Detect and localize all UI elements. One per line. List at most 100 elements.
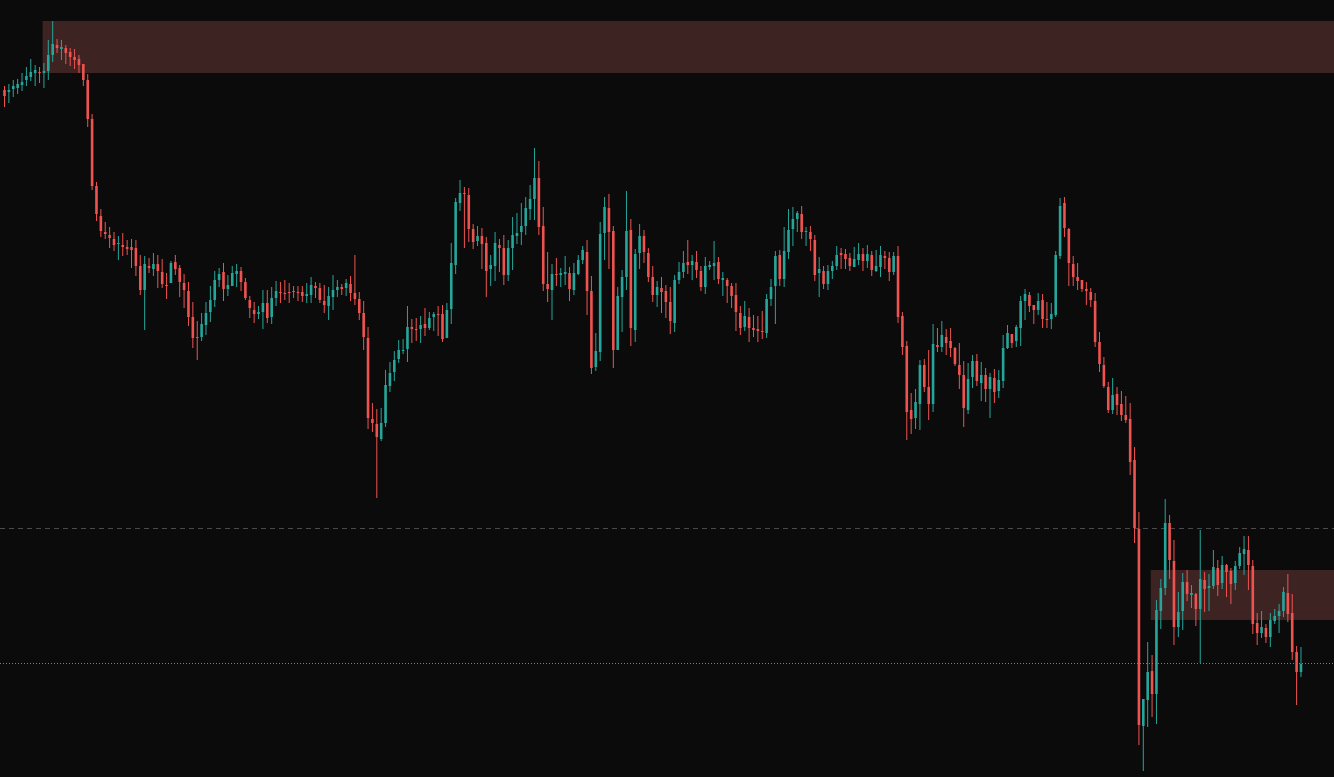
candle-body: [1172, 561, 1176, 627]
candle-body: [923, 365, 926, 387]
candle: [357, 292, 361, 320]
supply-zone-lower: [1150, 570, 1334, 620]
candles-layer: [3, 21, 1303, 771]
candle: [134, 240, 138, 276]
candle: [1146, 642, 1149, 727]
candle-body: [511, 235, 514, 248]
candle: [800, 206, 803, 239]
candle-body: [471, 229, 475, 242]
candle-body: [975, 361, 979, 381]
candle: [217, 268, 221, 287]
candle: [576, 255, 580, 275]
candle: [879, 246, 882, 277]
candle-body: [844, 254, 847, 259]
candle: [296, 286, 300, 301]
candle: [331, 275, 335, 310]
candle: [695, 251, 698, 278]
candle-body: [866, 254, 869, 261]
candle-body: [647, 253, 650, 277]
candle: [1264, 624, 1268, 643]
candle-body: [230, 273, 234, 286]
candle-body: [436, 314, 440, 315]
candle: [511, 217, 514, 270]
candle: [498, 239, 501, 272]
candle: [1067, 228, 1071, 286]
candle-body: [51, 44, 54, 55]
candle: [712, 241, 716, 280]
candle: [244, 278, 247, 300]
candle: [699, 266, 703, 291]
candle-body: [931, 344, 935, 404]
candle-body: [563, 272, 567, 274]
candle: [1190, 585, 1193, 608]
candle: [384, 370, 387, 427]
candle-body: [463, 193, 466, 194]
candle-body: [839, 253, 843, 255]
candle-body: [322, 301, 326, 305]
candle-body: [1080, 280, 1084, 289]
candle: [340, 284, 344, 295]
candle-body: [1128, 419, 1132, 462]
candle: [852, 247, 856, 267]
candle: [765, 294, 768, 338]
candle: [975, 354, 979, 386]
candle-body: [217, 274, 221, 280]
candle: [528, 185, 532, 220]
candle-body: [1212, 567, 1215, 586]
candle: [1032, 305, 1036, 324]
candle-body: [287, 292, 291, 293]
candle: [787, 209, 790, 259]
candle-body: [704, 266, 707, 287]
candle: [454, 198, 457, 274]
candle: [371, 403, 374, 432]
candle-body: [822, 271, 825, 284]
candle-body: [546, 284, 549, 289]
candle: [1120, 391, 1123, 421]
candle-body: [559, 273, 563, 275]
candle: [752, 315, 755, 337]
candle-body: [165, 285, 168, 286]
candle: [375, 409, 379, 498]
candle-body: [1001, 348, 1005, 381]
candle: [607, 194, 611, 269]
candle: [682, 251, 685, 278]
candle: [717, 257, 720, 284]
candle: [1080, 280, 1084, 292]
candle-body: [108, 235, 111, 238]
candle-body: [787, 230, 790, 252]
candle-body: [467, 195, 471, 229]
candle: [77, 55, 81, 73]
candle-body: [384, 385, 387, 423]
candle: [55, 39, 59, 53]
candle-body: [682, 263, 685, 272]
candle-body: [901, 316, 904, 347]
candle-body: [1282, 592, 1285, 611]
candle: [362, 301, 365, 350]
candle-body: [879, 255, 882, 267]
candle-body: [60, 47, 63, 49]
candle-body: [331, 290, 335, 297]
candle-body: [594, 351, 598, 367]
candle: [16, 79, 19, 94]
candle-body: [47, 55, 50, 71]
candle-body: [1146, 672, 1149, 700]
candle: [563, 256, 567, 285]
candle-body: [848, 258, 852, 266]
candle-body: [1045, 319, 1049, 320]
candle-body: [603, 207, 606, 233]
candle: [95, 182, 98, 221]
candle: [844, 249, 847, 269]
candle: [541, 207, 545, 291]
candle-body: [485, 243, 488, 271]
candle: [1185, 570, 1189, 601]
candle: [822, 266, 825, 289]
candle: [870, 251, 874, 276]
candle-body: [187, 291, 190, 317]
candle: [480, 228, 484, 269]
candle: [108, 227, 111, 248]
candle-body: [261, 303, 265, 312]
candle: [287, 283, 291, 303]
candle: [795, 211, 799, 232]
candle: [414, 318, 418, 341]
candle-body: [1120, 404, 1123, 415]
